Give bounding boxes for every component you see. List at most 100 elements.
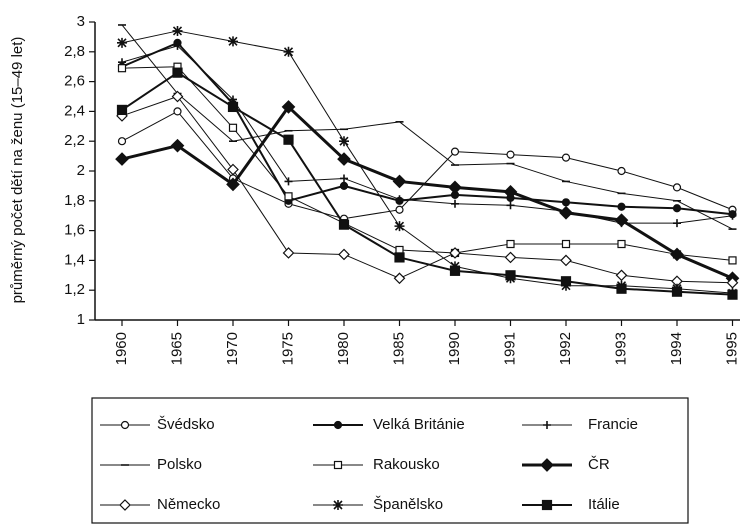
data-point: [672, 204, 682, 213]
y-tick-label: 2,2: [64, 132, 85, 149]
data-point: [670, 247, 684, 262]
x-tick-label: 1985: [390, 332, 407, 365]
data-point: [617, 202, 626, 211]
y-tick-label: 2,8: [64, 43, 85, 60]
data-point: [117, 137, 127, 146]
data-point: [117, 64, 127, 73]
y-tick-label: 2,4: [64, 102, 85, 119]
data-point: [173, 41, 182, 50]
data-point: [283, 46, 294, 57]
data-point: [504, 251, 517, 264]
series-line: [121, 71, 733, 296]
data-point: [728, 256, 737, 265]
data-point: [560, 254, 572, 267]
data-point: [561, 239, 571, 249]
data-point: [227, 163, 239, 176]
y-tick-label: 2: [77, 162, 85, 179]
data-point: [117, 37, 127, 48]
data-point: [172, 67, 183, 78]
data-point: [614, 213, 629, 228]
x-tick-label: 1965: [168, 332, 185, 365]
x-tick-label: 1994: [668, 332, 685, 365]
legend-label: Francie: [588, 416, 638, 433]
x-tick-label: 1975: [279, 332, 296, 365]
data-point: [284, 177, 293, 186]
data-point: [394, 252, 405, 263]
legend-label: ČR: [588, 456, 610, 473]
legend-symbol: [333, 460, 343, 470]
data-point: [561, 198, 571, 207]
data-point: [505, 270, 516, 281]
legend-label: Německo: [157, 496, 220, 513]
series-line: [121, 24, 733, 230]
x-tick-label: 1970: [224, 332, 241, 365]
legend-box: [91, 397, 689, 524]
data-point: [228, 123, 238, 132]
data-point: [503, 185, 518, 199]
legend-label: Velká Británie: [373, 416, 465, 433]
data-point: [449, 265, 461, 276]
data-point: [617, 239, 626, 249]
data-point: [281, 100, 296, 114]
data-point: [172, 25, 183, 36]
data-point: [392, 174, 407, 189]
data-point: [337, 152, 351, 166]
x-tick-label: 1992: [557, 332, 574, 365]
y-tick-label: 1,2: [64, 281, 85, 298]
data-point: [451, 199, 459, 208]
data-point: [506, 239, 515, 249]
data-point: [340, 174, 348, 183]
data-point: [448, 180, 462, 195]
y-tick-label: 2,6: [64, 73, 85, 90]
legend-symbol: [333, 500, 343, 510]
data-point: [727, 289, 738, 300]
legend-symbol: [119, 499, 131, 511]
y-axis-label: průměrný počet dětí na ženu (15–49 let): [9, 37, 26, 304]
legend-label: Švédsko: [157, 416, 215, 433]
data-point: [559, 205, 573, 220]
y-tick-label: 1,6: [64, 222, 85, 239]
data-point: [506, 201, 515, 210]
series-line: [121, 110, 733, 220]
data-point: [728, 211, 737, 220]
data-point: [449, 247, 461, 259]
data-point: [171, 90, 184, 103]
series-line: [121, 45, 733, 224]
y-tick-label: 3: [77, 13, 85, 30]
data-point: [228, 36, 238, 47]
data-point: [394, 221, 405, 232]
data-point: [450, 147, 460, 156]
data-point: [506, 150, 515, 159]
x-tick-label: 1995: [723, 332, 740, 365]
data-point: [339, 181, 349, 190]
legend-symbol: [543, 421, 551, 429]
data-point: [173, 107, 182, 116]
y-tick-label: 1: [77, 311, 85, 328]
x-tick-label: 1993: [612, 332, 629, 365]
legend-label: Itálie: [588, 496, 620, 513]
legend-symbol: [333, 420, 343, 430]
data-point: [338, 219, 350, 230]
data-point: [393, 272, 406, 285]
data-point: [561, 153, 571, 162]
data-point: [615, 269, 628, 282]
series-line: [121, 41, 733, 216]
legend-symbol: [540, 458, 554, 472]
legend-label: Španělsko: [373, 496, 443, 513]
data-point: [116, 104, 128, 116]
data-point: [560, 276, 572, 287]
data-point: [170, 138, 185, 153]
series-line: [121, 30, 733, 294]
y-tick-label: 1,8: [64, 192, 85, 209]
data-point: [284, 192, 293, 201]
x-tick-label: 1990: [446, 332, 463, 365]
data-point: [617, 166, 626, 176]
y-tick-label: 1,4: [64, 251, 85, 268]
data-point: [672, 183, 682, 192]
data-point: [226, 177, 240, 192]
data-point: [726, 276, 739, 289]
data-point: [673, 219, 681, 228]
data-point: [395, 205, 404, 214]
data-point: [671, 286, 683, 297]
